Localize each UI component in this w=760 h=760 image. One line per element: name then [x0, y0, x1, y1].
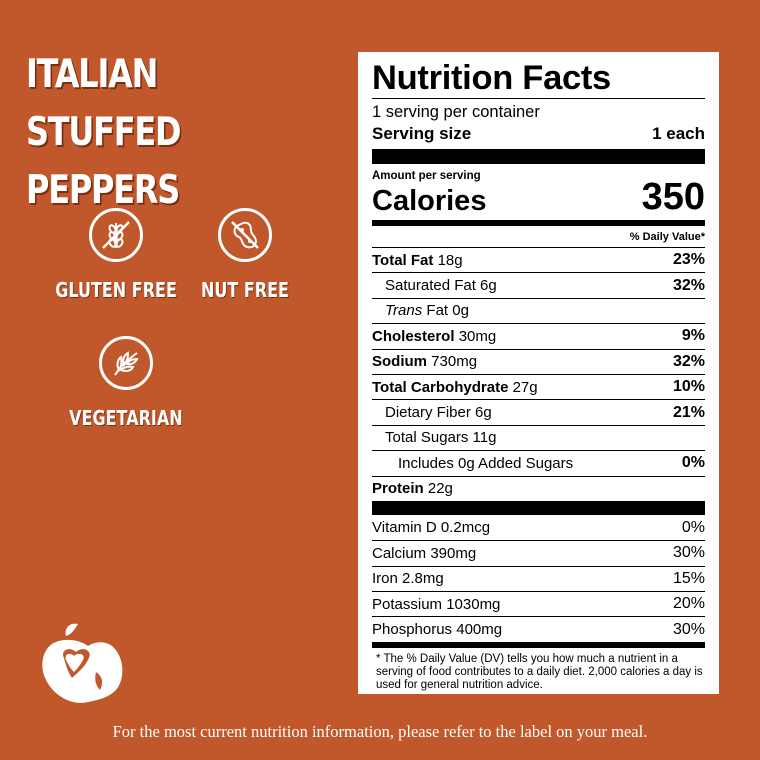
saturated-fat-row: Saturated Fat 6g 32%: [372, 272, 705, 297]
nutrient-label: Total Carbohydrate: [372, 378, 509, 396]
added-sugars-row: Includes 0g Added Sugars 0%: [372, 450, 705, 475]
vitamin-row: Vitamin D 0.2mcg 0%: [372, 515, 705, 540]
nutrient-percent: 9%: [681, 327, 705, 345]
calories-label: Calories: [372, 185, 487, 217]
page-title: ITALIAN STUFFED PEPPERS: [26, 46, 288, 220]
daily-value-header: % Daily Value*: [629, 231, 705, 243]
vitamin-percent: 30%: [672, 544, 705, 562]
serving-size-row: Serving size 1 each: [372, 123, 705, 145]
gluten-free-label: GLUTEN FREE: [55, 278, 177, 302]
serving-size-label: Serving size: [372, 124, 472, 143]
nutrient-percent: 32%: [672, 352, 705, 370]
nutrient-label: Total Fat: [372, 251, 434, 269]
protein-row: Protein 22g: [372, 475, 705, 501]
vitamin-row: Iron 2.8mg 15%: [372, 565, 705, 591]
apple-heart-logo: [38, 620, 138, 715]
nutrient-percent: 21%: [672, 403, 705, 421]
nutrient-amount: 27g: [512, 378, 538, 396]
nutrient-label: Total Sugars 11g: [385, 429, 497, 447]
total-sugars-row: Total Sugars 11g: [372, 424, 705, 450]
nutrient-label: Dietary Fiber 6g: [385, 404, 492, 422]
nutrient-amount: 30mg: [458, 327, 497, 345]
vitamin-row: Calcium 390mg 30%: [372, 540, 705, 565]
vitamin-percent: 15%: [672, 569, 705, 587]
nutrient-label: Protein: [372, 480, 424, 498]
vitamin-row: Phosphorus 400mg 30%: [372, 616, 705, 641]
sodium-row: Sodium 730mg 32%: [372, 348, 705, 374]
vegetarian-label: VEGETARIAN: [69, 406, 183, 430]
vitamin-label: Phosphorus 400mg: [372, 621, 503, 639]
cholesterol-row: Cholesterol 30mg 9%: [372, 323, 705, 348]
nut-free-icon: [217, 208, 272, 262]
title-line-1: ITALIAN STUFFED: [26, 52, 182, 155]
vitamin-percent: 20%: [672, 595, 705, 613]
nutrient-percent: 0%: [681, 454, 705, 472]
vitamin-label: Potassium 1030mg: [372, 595, 501, 613]
vitamin-percent: 0%: [681, 518, 705, 536]
footer-note: For the most current nutrition informati…: [112, 722, 648, 741]
nutrient-label: Fat 0g: [426, 302, 469, 320]
vitamin-label: Vitamin D 0.2mcg: [372, 519, 491, 537]
vitamin-row: Potassium 1030mg 20%: [372, 591, 705, 616]
vitamin-label: Calcium 390mg: [372, 544, 477, 562]
leaf-icon: [98, 336, 153, 390]
daily-value-footnote: * The % Daily Value (DV) tells you how m…: [376, 652, 703, 691]
dietary-fiber-row: Dietary Fiber 6g 21%: [372, 399, 705, 424]
nutrient-label: Sodium: [372, 353, 427, 371]
calories-row: Calories 350: [372, 176, 705, 218]
nutrient-label: Saturated Fat 6g: [385, 277, 497, 295]
vitamin-label: Iron 2.8mg: [372, 570, 444, 588]
nutrition-facts-heading: Nutrition Facts: [372, 59, 611, 97]
gluten-free-badge: GLUTEN FREE: [40, 208, 192, 302]
amount-per-serving: Amount per serving: [372, 170, 481, 182]
serving-size-value: 1 each: [652, 124, 705, 143]
nutrient-amount: 18g: [437, 251, 463, 269]
nutrient-percent: 10%: [672, 378, 705, 396]
nut-free-label: NUT FREE: [200, 278, 289, 302]
nutrient-amount: 22g: [427, 480, 453, 498]
calories-value: 350: [641, 176, 705, 218]
nut-free-badge: NUT FREE: [190, 208, 300, 302]
servings-per-container: 1 serving per container: [372, 103, 540, 121]
nutrient-percent: 32%: [672, 276, 705, 294]
total-fat-row: Total Fat 18g 23%: [372, 247, 705, 272]
nutrient-percent: 23%: [672, 251, 705, 269]
nutrition-facts-panel: Nutrition Facts 1 serving per container …: [358, 52, 719, 694]
vitamins-list: Vitamin D 0.2mcg 0% Calcium 390mg 30% Ir…: [372, 515, 705, 642]
title-line-2: PEPPERS: [26, 168, 180, 213]
nutrient-label: Cholesterol: [372, 327, 455, 345]
vitamin-percent: 30%: [672, 620, 705, 638]
trans-fat-row: Trans Fat 0g: [372, 297, 705, 323]
vegetarian-badge: VEGETARIAN: [55, 336, 197, 430]
trans-italic: Trans: [385, 302, 423, 320]
nutrient-label: Includes 0g Added Sugars: [398, 454, 574, 472]
gluten-free-icon: [89, 208, 144, 262]
nutrient-amount: 730mg: [431, 353, 478, 371]
total-carbohydrate-row: Total Carbohydrate 27g 10%: [372, 373, 705, 399]
